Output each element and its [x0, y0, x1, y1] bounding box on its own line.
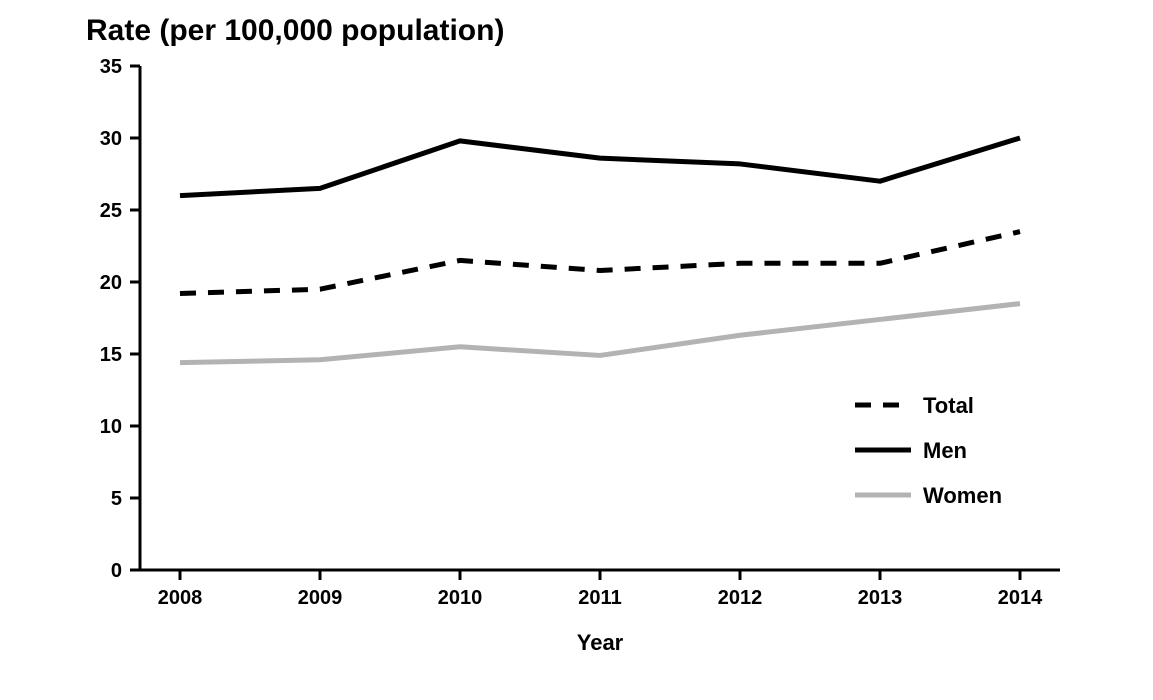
y-tick-label: 5 [111, 488, 122, 510]
series-line-men [180, 138, 1020, 196]
x-axis-label: Year [577, 630, 624, 655]
legend-label-total: Total [923, 393, 974, 418]
series-line-women [180, 304, 1020, 363]
series-line-total [180, 232, 1020, 294]
x-tick-label: 2008 [158, 587, 203, 609]
y-tick-label: 25 [100, 200, 122, 222]
x-tick-label: 2009 [298, 587, 343, 609]
y-tick-label: 30 [100, 128, 122, 150]
chart-container: Rate (per 100,000 population) 0510152025… [0, 0, 1153, 700]
legend-label-men: Men [923, 438, 967, 463]
x-tick-label: 2014 [998, 587, 1043, 609]
legend-label-women: Women [923, 483, 1002, 508]
y-tick-label: 20 [100, 272, 122, 294]
x-tick-label: 2011 [578, 587, 621, 609]
x-tick-label: 2010 [438, 587, 483, 609]
x-tick-label: 2012 [718, 587, 763, 609]
y-tick-label: 15 [100, 344, 122, 366]
y-tick-label: 0 [111, 560, 122, 582]
line-chart: 0 5 10 15 20 25 30 35 2008 2009 2010 2011 2012 2013 20… [0, 0, 1153, 700]
x-tick-label: 2013 [858, 587, 903, 609]
y-tick-label: 10 [100, 416, 122, 438]
y-tick-label: 35 [100, 56, 122, 78]
